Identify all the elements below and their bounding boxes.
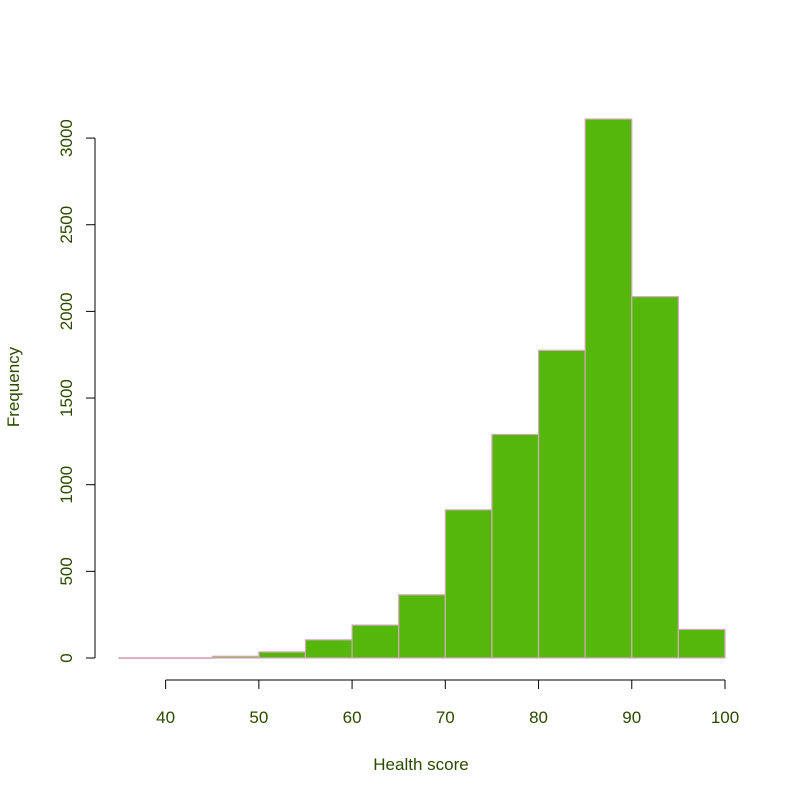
histogram-bar: [491, 433, 540, 659]
x-tick-label: 70: [436, 708, 455, 727]
bars-group: [118, 118, 726, 660]
y-tick-label: 0: [57, 653, 76, 662]
histogram-bar: [304, 639, 353, 659]
histogram-bar: [677, 628, 726, 659]
x-tick-label: 60: [343, 708, 362, 727]
y-axis: 0 500 1000 1500 2000 2500 3000: [57, 119, 96, 663]
x-tick-label: 100: [711, 708, 739, 727]
y-tick-label: 2000: [57, 292, 76, 330]
x-tick-label: 50: [249, 708, 268, 727]
y-axis-title: Frequency: [4, 346, 23, 427]
histogram-bar: [584, 118, 633, 659]
y-tick-label: 2500: [57, 206, 76, 244]
histogram-bar: [537, 349, 586, 659]
histogram-bar: [258, 651, 307, 659]
y-tick-label: 1000: [57, 466, 76, 504]
y-tick-label: 500: [57, 557, 76, 585]
x-tick-label: 80: [529, 708, 548, 727]
histogram-bar: [211, 655, 260, 659]
histogram-bar: [351, 624, 400, 659]
histogram-bar: [398, 594, 446, 659]
histogram-bar: [631, 296, 679, 659]
histogram-bar: [444, 509, 493, 659]
y-tick-label: 1500: [57, 379, 76, 417]
x-tick-label: 90: [622, 708, 641, 727]
histogram-bar: [118, 657, 167, 660]
histogram-bar: [165, 657, 213, 660]
x-axis-title: Health score: [373, 755, 468, 774]
x-axis: 40 50 60 70 80 90 100: [156, 679, 739, 727]
x-tick-label: 40: [156, 708, 175, 727]
y-tick-label: 3000: [57, 119, 76, 157]
